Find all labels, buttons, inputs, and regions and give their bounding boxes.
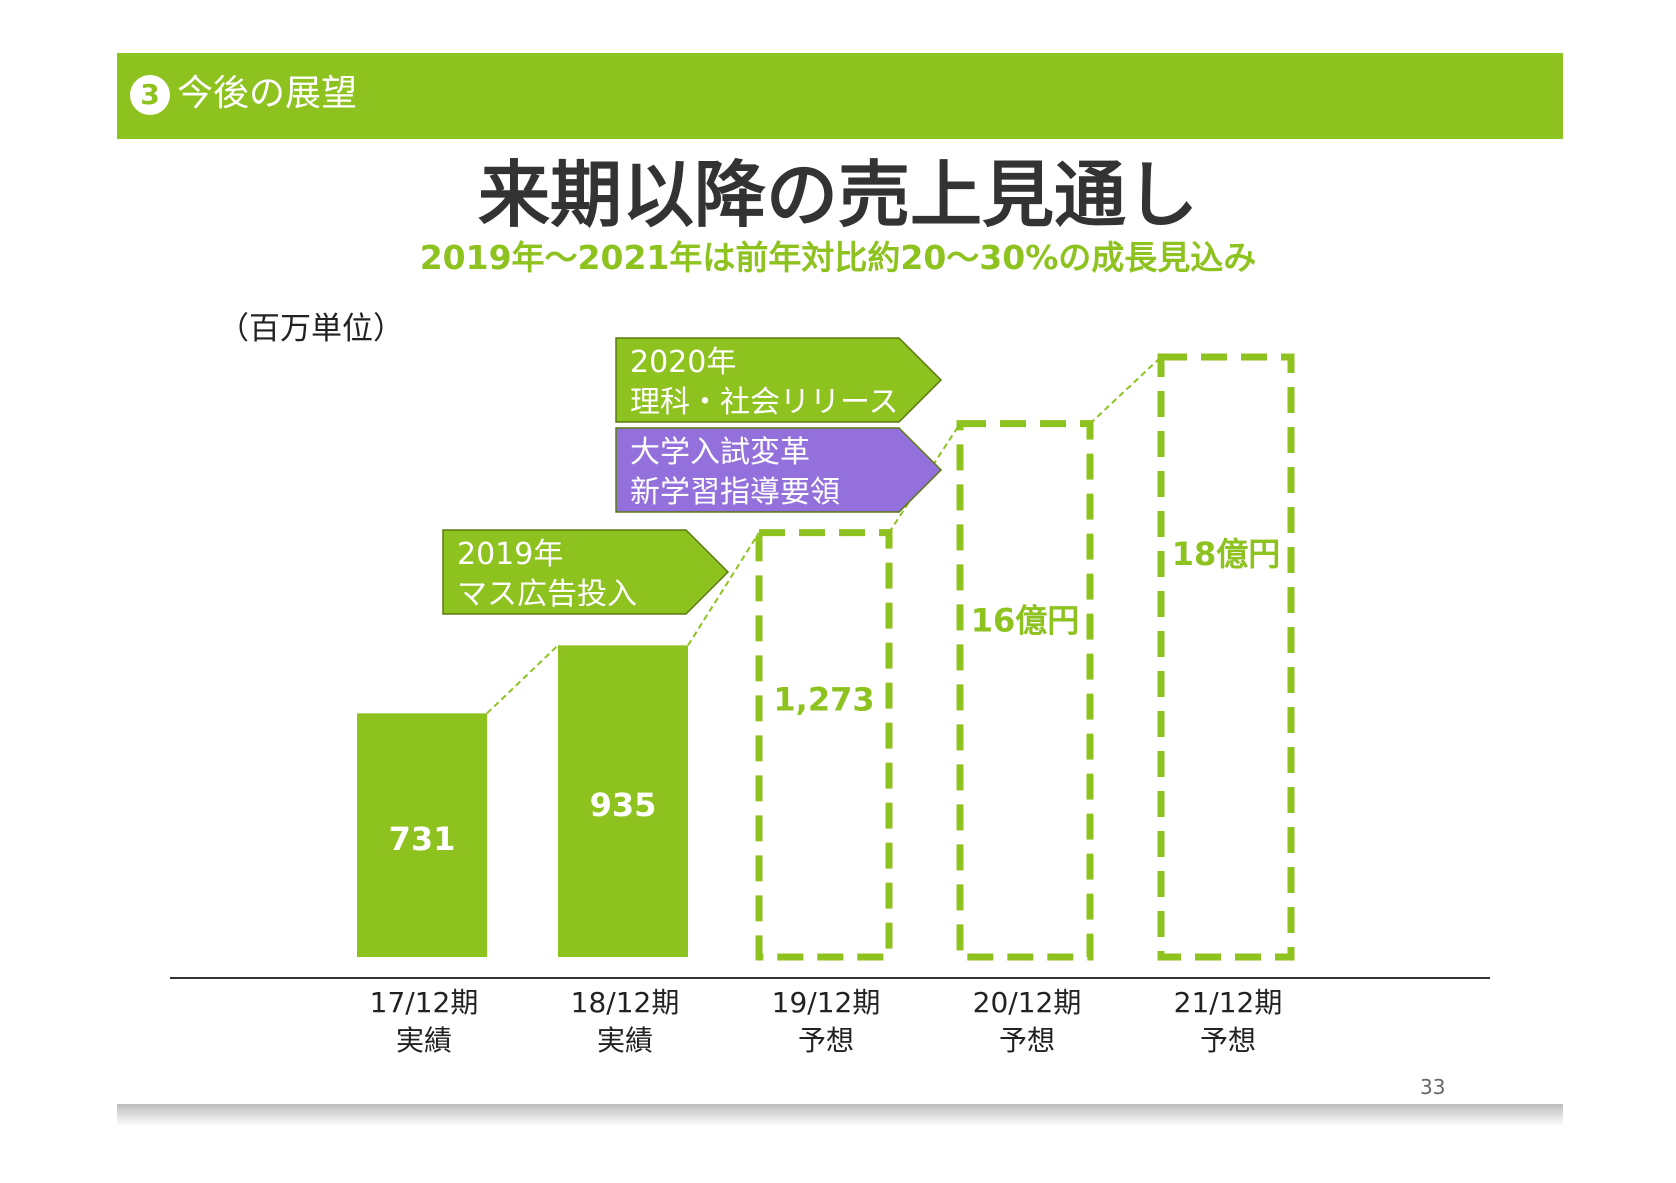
- x-tick-label-sub: 予想: [798, 1024, 854, 1057]
- page-title: 来期以降の売上見通し: [477, 153, 1198, 237]
- bar-value-label: 18億円: [1172, 535, 1281, 573]
- section-banner: 3 今後の展望: [117, 53, 1563, 139]
- connector-line: [1089, 356, 1162, 425]
- x-tick-label-sub: 予想: [999, 1024, 1055, 1057]
- connector-line: [687, 532, 760, 646]
- x-tick-label: 21/12期: [1174, 986, 1283, 1019]
- x-tick-label: 19/12期: [772, 986, 881, 1019]
- x-tick-label-sub: 予想: [1200, 1024, 1256, 1057]
- callout-text: 2020年: [630, 345, 736, 380]
- x-tick-label: 18/12期: [571, 986, 680, 1019]
- section-number-badge: 3: [130, 75, 170, 115]
- callout-text: 2019年: [457, 537, 563, 572]
- bar-forecast: [755, 529, 893, 961]
- x-tick-label: 20/12期: [973, 986, 1082, 1019]
- callout-text: 新学習指導要領: [630, 475, 840, 510]
- bar-value-label: 1,273: [773, 681, 874, 719]
- callout-arrow: [442, 529, 730, 615]
- callout-arrow: [615, 427, 943, 513]
- footer-shadow-bar: [117, 1104, 1563, 1126]
- x-tick-label-sub: 実績: [597, 1024, 653, 1057]
- bar-value-label: 16億円: [971, 602, 1080, 640]
- callout-text: マス広告投入: [457, 577, 637, 612]
- connector-line: [486, 644, 559, 715]
- bar-forecast: [956, 420, 1094, 961]
- x-tick-label: 17/12期: [370, 986, 479, 1019]
- bar-forecast: [1157, 353, 1295, 961]
- x-tick-label-sub: 実績: [396, 1024, 452, 1057]
- callout-arrow: [615, 337, 943, 423]
- bar-value-label: 935: [590, 786, 657, 824]
- callout-text: 理科・社会リリース: [630, 385, 899, 420]
- page-subtitle: 2019年～2021年は前年対比約20～30%の成長見込み: [419, 238, 1257, 277]
- unit-label: （百万単位）: [218, 311, 404, 347]
- callout-text: 大学入試変革: [630, 435, 810, 470]
- section-title: 今後の展望: [177, 73, 358, 114]
- bar-value-label: 731: [389, 820, 456, 858]
- bar-actual: [558, 645, 688, 957]
- page-number: 33: [1420, 1075, 1446, 1099]
- bar-actual: [357, 713, 487, 957]
